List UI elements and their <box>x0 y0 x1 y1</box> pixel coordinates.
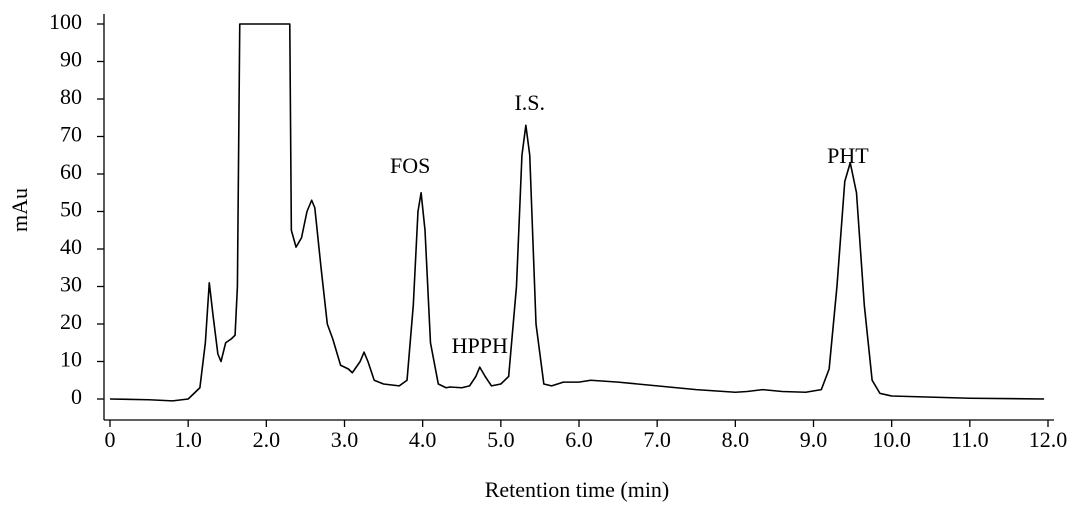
y-tick-label: 70 <box>60 122 82 147</box>
x-tick-label: 9.0 <box>800 427 828 452</box>
peak-label: I.S. <box>514 90 545 115</box>
y-tick-label: 20 <box>60 309 82 334</box>
x-tick-label: 4.0 <box>409 427 437 452</box>
x-tick-label: 0 <box>105 427 116 452</box>
x-tick-label: 5.0 <box>487 427 515 452</box>
y-tick-label: 30 <box>60 272 82 297</box>
x-tick-label: 11.0 <box>951 427 989 452</box>
peak-label: FOS <box>390 153 430 178</box>
x-tick-label: 7.0 <box>643 427 671 452</box>
y-tick-label: 100 <box>49 9 82 34</box>
peak-label: PHT <box>827 143 869 168</box>
x-tick-label: 12.0 <box>1029 427 1068 452</box>
x-axis-label: Retention time (min) <box>485 477 670 502</box>
x-tick-label: 1.0 <box>174 427 202 452</box>
y-tick-label: 40 <box>60 234 82 259</box>
x-tick-label: 3.0 <box>331 427 359 452</box>
y-tick-label: 60 <box>60 159 82 184</box>
y-tick-label: 10 <box>60 347 82 372</box>
x-tick-label: 2.0 <box>253 427 281 452</box>
x-tick-label: 6.0 <box>565 427 593 452</box>
y-tick-label: 0 <box>71 384 82 409</box>
x-tick-label: 10.0 <box>872 427 911 452</box>
y-tick-label: 80 <box>60 84 82 109</box>
y-axis-label: mAu <box>7 188 32 232</box>
y-tick-label: 50 <box>60 197 82 222</box>
x-tick-label: 8.0 <box>722 427 750 452</box>
y-tick-label: 90 <box>60 47 82 72</box>
chromatogram-line <box>109 23 1045 402</box>
peak-label: HPPH <box>452 333 508 358</box>
